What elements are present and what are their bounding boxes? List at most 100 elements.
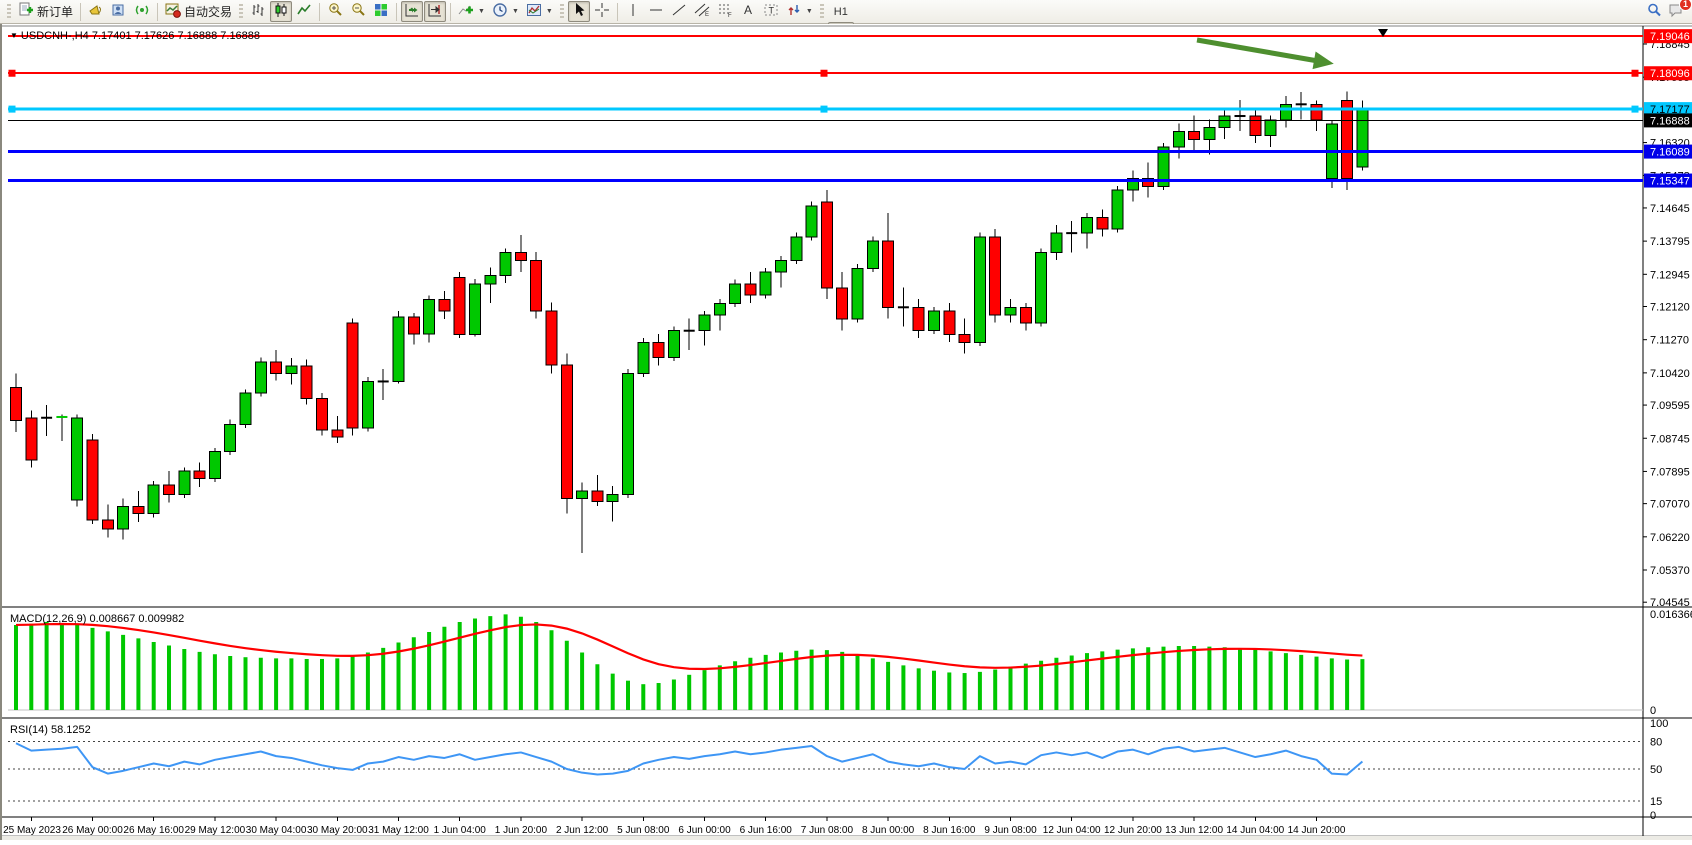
bear-candle [591, 490, 604, 503]
rsi-axis-label: 0 [1650, 810, 1656, 822]
text-button[interactable]: A [737, 1, 759, 22]
time-label: 5 Jun 08:00 [617, 825, 670, 836]
bull-candle [851, 267, 864, 320]
hline-handle[interactable] [820, 105, 828, 113]
bull-candle [790, 236, 803, 261]
main-toolbar: 新订单 自动交易 ▼ [0, 0, 1692, 102]
toolbar-separator [396, 2, 398, 21]
periods-button[interactable]: ▼ [489, 1, 522, 22]
time-label: 8 Jun 00:00 [862, 825, 915, 836]
fibonacci-button[interactable]: F [714, 1, 736, 22]
rsi-axis-label: 100 [1650, 718, 1668, 730]
zoom-in-icon [327, 2, 343, 21]
bull-candle [1356, 107, 1369, 168]
bull-candle [775, 259, 787, 273]
text-label-icon: T [763, 2, 779, 21]
zoom-out-button[interactable] [347, 1, 369, 22]
hline-handle[interactable] [8, 69, 16, 77]
bull-candle [117, 505, 130, 530]
alerts-button[interactable] [85, 1, 107, 22]
profiles-button[interactable] [108, 1, 130, 22]
templates-button[interactable]: ▼ [523, 1, 556, 22]
bull-candle [484, 274, 497, 285]
hline-handle[interactable] [1631, 105, 1639, 113]
autotrading-button[interactable]: 自动交易 [162, 1, 235, 22]
price-tick-label: 7.13795 [1650, 236, 1690, 248]
search-button[interactable] [1643, 1, 1665, 22]
price-tick-label: 7.14645 [1650, 203, 1690, 215]
horizontal-line-icon [648, 2, 664, 21]
toolbar-separator [157, 2, 159, 21]
bear-candle [407, 316, 420, 335]
dropdown-arrow-icon: ▼ [511, 8, 519, 15]
text-label-button[interactable]: T [760, 1, 782, 22]
price-badge [1644, 173, 1692, 188]
zoom-in-button[interactable] [324, 1, 346, 22]
price-badge-label: 7.16888 [1650, 115, 1690, 127]
bear-candle [1249, 115, 1262, 137]
time-label: 31 May 12:00 [368, 825, 429, 836]
hline-handle[interactable] [8, 105, 16, 113]
dropdown-arrow-icon: ▼ [805, 8, 813, 15]
bear-candle [744, 283, 757, 296]
bear-candle [101, 519, 114, 530]
bear-candle [163, 484, 175, 495]
crosshair-button[interactable] [591, 1, 613, 22]
down-triangle-marker[interactable] [1378, 29, 1388, 37]
dropdown-arrow-icon: ▼ [545, 8, 553, 15]
toolbar-grip [819, 3, 824, 20]
svg-text:A: A [744, 3, 752, 17]
bear-candle [300, 365, 313, 400]
autotrading-label: 自动交易 [184, 5, 233, 19]
cursor-button[interactable] [567, 1, 590, 22]
bull-candle [729, 283, 742, 304]
bull-candle [1218, 115, 1231, 129]
bull-candle [1157, 146, 1170, 187]
hline-handle[interactable] [820, 69, 828, 77]
bull-candle [147, 484, 160, 514]
vertical-line-button[interactable] [622, 1, 644, 22]
chart-background [2, 24, 1692, 840]
time-label: 12 Jun 20:00 [1104, 825, 1162, 836]
time-label: 30 May 04:00 [246, 825, 307, 836]
new-order-button[interactable]: 新订单 [15, 1, 76, 22]
equidistant-channel-button[interactable]: E [691, 1, 713, 22]
bull-candle [1126, 177, 1139, 191]
bull-candle [713, 302, 726, 316]
indicators-button[interactable]: ▼ [455, 1, 488, 22]
toolbar-separator [80, 2, 82, 21]
hline-handle[interactable] [1631, 69, 1639, 77]
chart-shift-button[interactable] [424, 1, 447, 22]
notifications-button[interactable]: 1 [1665, 0, 1692, 22]
macd-signal-line [15, 622, 1363, 671]
crosshair-icon [594, 2, 610, 21]
macd-axis-label: 0.016366 [1650, 609, 1692, 621]
auto-scroll-button[interactable] [401, 1, 424, 22]
bull-candle [606, 493, 619, 503]
trend-arrow-head[interactable] [1312, 51, 1334, 70]
timeframe-H1[interactable]: H1 [828, 1, 854, 22]
toolbar-grip [559, 3, 564, 20]
price-tick-label: 7.04545 [1650, 597, 1690, 609]
macd-axis-label: 0 [1650, 705, 1656, 717]
tile-windows-button[interactable] [370, 1, 392, 22]
zoom-out-icon [350, 2, 366, 21]
time-label: 13 Jun 12:00 [1165, 825, 1223, 836]
arrows-button[interactable]: ▼ [783, 1, 816, 22]
trend-arrow[interactable] [1196, 37, 1319, 64]
channel-icon: E [694, 2, 710, 21]
bar-chart-button[interactable] [247, 1, 269, 22]
price-tick-label: 7.07070 [1650, 499, 1690, 511]
bear-candle [882, 240, 895, 308]
line-chart-button[interactable] [293, 1, 315, 22]
candlestick-chart-button[interactable] [270, 1, 293, 22]
bear-candle [820, 201, 833, 289]
signals-button[interactable] [131, 1, 153, 22]
trendline-button[interactable] [668, 1, 690, 22]
time-label: 2 Jun 12:00 [556, 825, 609, 836]
bull-candle [973, 236, 986, 343]
chart-canvas[interactable]: 7.188457.179957.163207.154787.146457.137… [2, 24, 1692, 840]
horizontal-line-button[interactable] [645, 1, 667, 22]
bull-candle [1279, 103, 1292, 121]
bear-candle [1341, 99, 1354, 179]
